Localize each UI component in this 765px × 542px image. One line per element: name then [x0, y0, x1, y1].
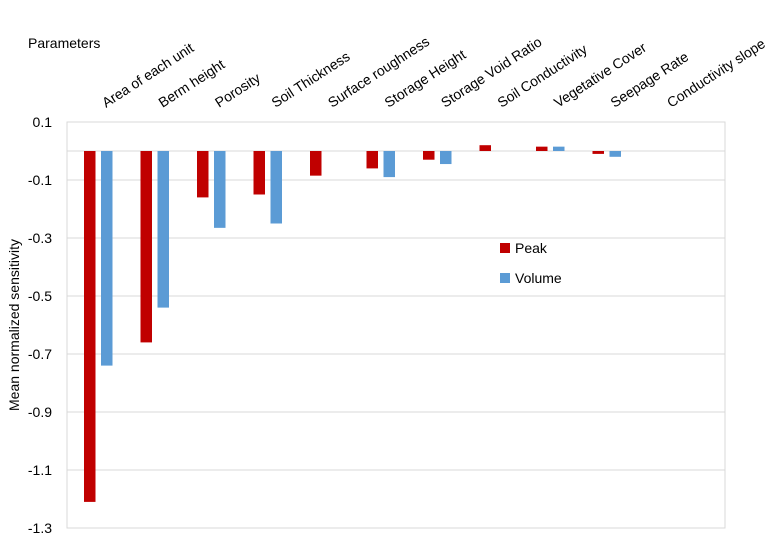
legend-swatch-volume: [500, 273, 510, 283]
x-category-label: Vegetative Cover: [551, 39, 649, 111]
x-category-label: Area of each unit: [99, 39, 197, 110]
bar-volume-seepage-rate: [609, 151, 621, 157]
y-axis-title-group: Mean normalized sensitivity: [6, 239, 22, 411]
bars: [84, 145, 621, 502]
bar-peak-soil-conductivity: [479, 145, 491, 151]
y-axis-title: Mean normalized sensitivity: [6, 239, 22, 411]
bar-peak-porosity: [197, 151, 209, 198]
bar-volume-storage-height: [383, 151, 395, 178]
y-tick-label: -0.3: [28, 230, 52, 246]
bar-peak-vegetative-cover: [536, 146, 548, 151]
bar-volume-porosity: [214, 151, 226, 228]
legend-label-peak: Peak: [515, 240, 548, 256]
y-tick-label: -0.7: [28, 346, 52, 362]
bar-peak-berm-height: [140, 151, 152, 343]
legend: Peak Volume: [500, 240, 562, 286]
plot-area: [66, 121, 726, 529]
bar-peak-surface-roughness: [310, 151, 322, 176]
y-tick-label: 0.1: [33, 114, 53, 130]
x-category-label: Storage Void Ratio: [438, 33, 545, 110]
category-axis-title: Parameters: [28, 35, 100, 51]
legend-label-volume: Volume: [515, 270, 562, 286]
bar-peak-soil-thickness: [253, 151, 265, 195]
y-tick-label: -0.9: [28, 404, 52, 420]
bar-peak-storage-void-ratio: [423, 151, 435, 160]
bar-volume-soil-thickness: [270, 151, 282, 224]
y-tick-label: -1.1: [28, 462, 52, 478]
bar-volume-area-of-each-unit: [101, 151, 113, 366]
y-axis-ticks: 0.1 -0.1 -0.3 -0.5 -0.7 -0.9 -1.1 -1.3: [28, 114, 52, 536]
bar-peak-area-of-each-unit: [84, 151, 96, 502]
x-category-label: Conductivity slope: [664, 35, 765, 110]
bar-peak-storage-height: [366, 151, 378, 169]
legend-swatch-peak: [500, 243, 510, 253]
bar-volume-berm-height: [157, 151, 169, 308]
y-tick-label: -0.1: [28, 172, 52, 188]
plot-area-border: [66, 121, 726, 529]
bar-volume-vegetative-cover: [553, 146, 565, 151]
y-tick-label: -0.5: [28, 288, 52, 304]
x-category-label: Surface roughness: [325, 33, 432, 110]
x-category-label: Porosity: [212, 70, 263, 111]
bar-volume-storage-void-ratio: [440, 151, 452, 165]
y-tick-label: -1.3: [28, 520, 52, 536]
bar-peak-seepage-rate: [592, 151, 604, 154]
